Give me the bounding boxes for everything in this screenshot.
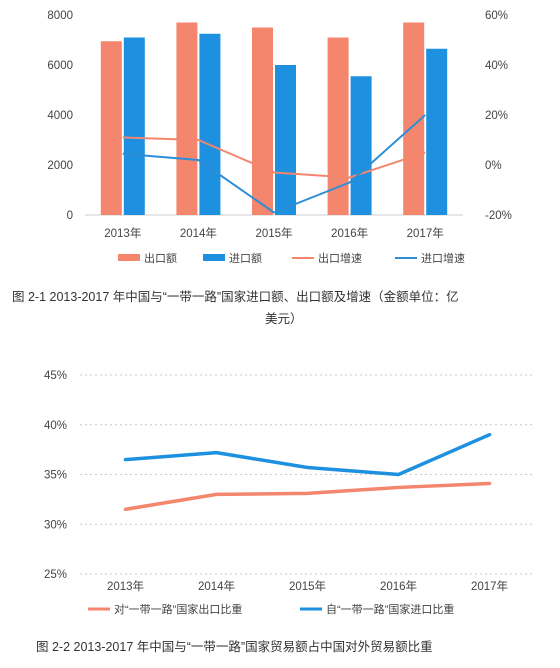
- bar-import: [123, 37, 145, 215]
- bar-import: [275, 65, 296, 215]
- figure-1: 0 2000 4000 6000 8000 -20% 0% 20% 40% 60% 2013年 201…: [12, 10, 552, 330]
- x-tick-label: 2013年: [104, 226, 141, 240]
- x-tick-label: 2014年: [180, 226, 217, 240]
- bar-export: [100, 41, 122, 215]
- bar-import: [426, 48, 448, 215]
- y2-tick-label: 20%: [485, 110, 508, 122]
- y-tick-label: 2000: [47, 160, 73, 172]
- x-tick-label: 2015年: [255, 226, 292, 240]
- y2-tick-label: -20%: [485, 210, 512, 222]
- y2-tick-label: 40%: [485, 60, 508, 72]
- x-tick-label: 2016年: [380, 579, 417, 593]
- x-tick-label: 2013年: [107, 579, 144, 593]
- bar-export: [403, 22, 425, 215]
- bar-import: [350, 76, 372, 215]
- y-tick-label: 4000: [47, 110, 73, 122]
- bar-export: [327, 37, 349, 215]
- legend-label: 对“一带一路”国家出口比重: [114, 602, 242, 616]
- y-tick-label: 6000: [47, 60, 73, 72]
- bar-export: [252, 27, 273, 215]
- legend-swatch: [203, 254, 225, 261]
- legend-label: 进口额: [229, 252, 262, 265]
- import-share-line: [123, 432, 492, 477]
- y2-tick-label: 0%: [485, 160, 502, 172]
- y-tick-label: 0: [67, 210, 73, 222]
- chart-1-svg: 0 2000 4000 6000 8000 -20% 0% 20% 40% 60% 2013年 201…: [47, 10, 512, 265]
- figure-1-caption-line1: 图 2-1 2013-2017 年中国与“一带一路”国家进口额、出口额及增速（金…: [12, 290, 459, 304]
- legend-label: 自“一带一路”国家进口比重: [326, 602, 454, 616]
- y-tick-label: 45%: [44, 370, 67, 382]
- figure-2: 25% 30% 35% 40% 45% 2013年 2014年 2015年 2016年 2017年…: [0, 340, 560, 668]
- export-share-line: [123, 481, 492, 512]
- x-tick-label: 2015年: [289, 579, 326, 593]
- y-tick-label: 35%: [44, 470, 67, 482]
- chart-2-svg: 25% 30% 35% 40% 45% 2013年 2014年 2015年 2016年 2017年…: [44, 370, 535, 616]
- export-growth-line: [122, 136, 426, 179]
- figure-2-caption: 图 2-2 2013-2017 年中国与“一带一路”国家贸易额占中国对外贸易额比…: [36, 640, 433, 654]
- figure-1-caption-line2: 美元）: [265, 312, 303, 326]
- x-tick-label: 2017年: [407, 226, 444, 240]
- y-tick-label: 30%: [44, 519, 67, 531]
- y-tick-label: 25%: [44, 569, 67, 581]
- legend-label: 出口增速: [318, 251, 362, 265]
- legend-label: 进口增速: [421, 251, 465, 265]
- bar-import: [199, 33, 221, 215]
- y2-tick-label: 60%: [485, 10, 508, 22]
- x-tick-label: 2014年: [198, 579, 235, 593]
- figure-1-caption: 图 2-1 2013-2017 年中国与“一带一路”国家进口额、出口额及增速（金…: [12, 286, 552, 330]
- legend-label: 出口额: [144, 251, 177, 265]
- import-growth-line: [122, 114, 426, 214]
- x-tick-label: 2017年: [471, 579, 508, 593]
- y-tick-label: 8000: [47, 10, 73, 22]
- legend-swatch: [118, 254, 140, 261]
- bar-export: [176, 22, 198, 215]
- x-tick-label: 2016年: [331, 226, 368, 240]
- y-tick-label: 40%: [44, 420, 67, 432]
